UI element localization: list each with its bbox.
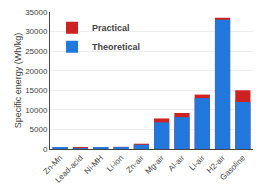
- svg-text:Zn-air: Zn-air: [124, 153, 145, 174]
- svg-text:10000: 10000: [25, 106, 48, 115]
- svg-text:Practical: Practical: [92, 23, 130, 33]
- svg-text:20000: 20000: [25, 67, 48, 76]
- svg-text:30000: 30000: [25, 27, 48, 36]
- svg-text:Specific energy (Wh/kg): Specific energy (Wh/kg): [13, 33, 23, 129]
- svg-text:Lead-acid: Lead-acid: [53, 153, 84, 184]
- svg-text:Mg-air: Mg-air: [143, 153, 166, 176]
- svg-text:5000: 5000: [30, 125, 48, 134]
- svg-text:Li-air: Li-air: [188, 153, 207, 172]
- svg-text:Theoretical: Theoretical: [92, 42, 140, 52]
- svg-text:Ni-MH: Ni-MH: [83, 153, 106, 176]
- svg-text:Li-ion: Li-ion: [105, 153, 125, 173]
- svg-text:0: 0: [43, 145, 48, 154]
- svg-text:15000: 15000: [25, 86, 48, 95]
- svg-text:Gasoline: Gasoline: [218, 153, 247, 182]
- svg-text:25000: 25000: [25, 47, 48, 56]
- svg-text:H2-air: H2-air: [205, 153, 227, 175]
- svg-text:Al-air: Al-air: [167, 153, 187, 173]
- svg-text:Zn-Mn: Zn-Mn: [42, 153, 65, 176]
- svg-text:35000: 35000: [25, 8, 48, 17]
